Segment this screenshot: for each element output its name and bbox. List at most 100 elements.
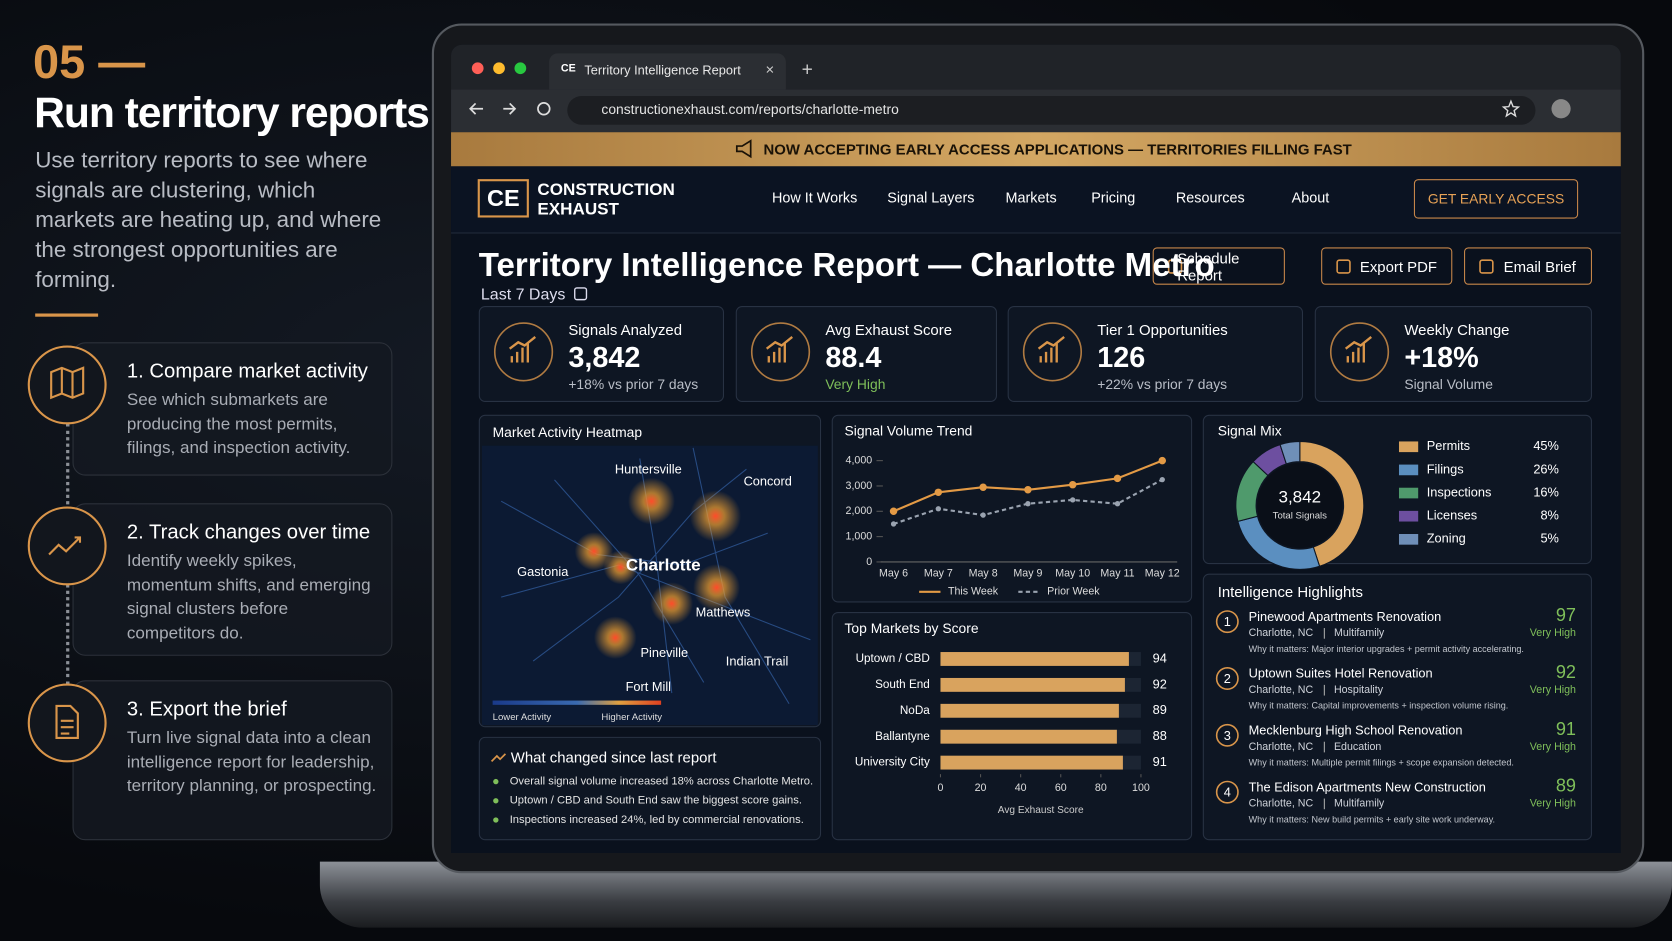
- cta-button[interactable]: GET EARLY ACCESS: [1413, 179, 1579, 219]
- legend-swatch: [1398, 510, 1419, 522]
- kpi-glyph: [765, 336, 793, 363]
- bar: [940, 677, 1125, 692]
- city-label: Huntersville: [615, 462, 682, 477]
- step-glyph: [50, 366, 85, 400]
- highlight-name: The Edison Apartments New Construction: [1249, 779, 1486, 794]
- action-button[interactable]: Schedule Report: [1152, 247, 1285, 285]
- tab[interactable]: [549, 53, 786, 90]
- section-title: Run territory reports: [34, 89, 430, 137]
- highlight-name: Pinewood Apartments Renovation: [1249, 609, 1442, 624]
- legend-label: This Week: [948, 586, 999, 598]
- markets-panel: [831, 612, 1193, 841]
- category-label: NoDa: [900, 704, 930, 717]
- category-label: Ballantyne: [875, 730, 930, 743]
- line-point: [1024, 486, 1032, 494]
- value-label: 8%: [1540, 508, 1558, 523]
- action-icon: [1479, 259, 1494, 274]
- nav-link[interactable]: Markets: [1005, 189, 1057, 206]
- hotspot: [628, 477, 675, 525]
- line-point: [980, 512, 986, 518]
- url: constructionexhaust.com/reports/charlott…: [601, 101, 899, 118]
- legend-label: Permits: [1427, 438, 1470, 453]
- change-item: Inspections increased 24%, led by commer…: [510, 814, 804, 826]
- line-point: [934, 488, 943, 497]
- x-tick-label: May 10: [1055, 567, 1090, 579]
- nav-link[interactable]: Pricing: [1091, 189, 1136, 206]
- step-card: [72, 342, 393, 476]
- value-label: 94: [1153, 650, 1167, 665]
- rank-number: 1: [1224, 614, 1231, 629]
- step-title: 3. Export the brief: [126, 698, 287, 721]
- nav-link[interactable]: How It Works: [771, 189, 858, 206]
- city-label: Indian Trail: [726, 654, 789, 669]
- legend-swatch: [1398, 441, 1419, 453]
- highlight-name: Uptown Suites Hotel Renovation: [1249, 666, 1433, 681]
- legend-swatch: [1398, 487, 1419, 499]
- kpi-value: 3,842: [568, 341, 641, 374]
- rank-badge: [1215, 610, 1239, 634]
- highlight-kind: Hospitality: [1334, 684, 1384, 696]
- legend-label: Prior Week: [1047, 586, 1100, 598]
- highlight-score: 91: [1556, 719, 1576, 739]
- change-item: Overall signal volume increased 18% acro…: [510, 776, 813, 788]
- x-tick-label: 20: [975, 782, 987, 794]
- legend-swatch: [1398, 464, 1419, 476]
- url-field[interactable]: [567, 95, 1536, 125]
- legend-high: Higher Activity: [601, 712, 662, 723]
- donut-slice: [1279, 440, 1301, 465]
- axis-label: Avg Exhaust Score: [998, 805, 1084, 816]
- city-label: Concord: [744, 473, 792, 488]
- kpi-label: Weekly Change: [1404, 320, 1510, 339]
- window-dot: [514, 62, 527, 75]
- rank-number: 2: [1224, 671, 1231, 686]
- line-point: [979, 483, 987, 491]
- step-title: 1. Compare market activity: [126, 360, 368, 383]
- rank-badge: [1215, 723, 1239, 747]
- star: [1501, 99, 1521, 118]
- step-glyph: [48, 536, 82, 556]
- kpi-icon: [1329, 322, 1390, 382]
- bullet: [493, 798, 499, 804]
- action-button[interactable]: Export PDF: [1321, 247, 1453, 285]
- line-point: [889, 507, 898, 516]
- line-point: [1114, 501, 1121, 507]
- legend-low: Lower Activity: [493, 712, 552, 723]
- window-dot: [471, 62, 484, 75]
- nav-link[interactable]: About: [1291, 189, 1330, 206]
- nav-link[interactable]: Resources: [1175, 189, 1245, 206]
- kpi-note: Very High: [825, 376, 886, 393]
- kpi-label: Signals Analyzed: [568, 320, 683, 339]
- calendar-icon: [574, 287, 588, 301]
- category-label: Uptown / CBD: [856, 652, 930, 665]
- donut-center-value: 3,842: [1278, 487, 1321, 506]
- x-tick-label: 60: [1055, 782, 1067, 794]
- highlight-score: 97: [1556, 605, 1576, 625]
- donut-slice: [1299, 440, 1365, 567]
- bar: [940, 703, 1119, 718]
- tab-close: ×: [766, 61, 775, 78]
- tab-title: Territory Intelligence Report: [584, 62, 741, 78]
- step-icon: [27, 683, 107, 763]
- step-card: [72, 680, 393, 841]
- step-glyph: [55, 704, 79, 739]
- highlight-name: Mecklenburg High School Renovation: [1249, 722, 1463, 737]
- line-point: [1070, 497, 1076, 503]
- kpi-glyph: [1344, 336, 1372, 363]
- nav-link[interactable]: Signal Layers: [887, 189, 975, 206]
- highlight-score: 92: [1556, 662, 1576, 682]
- category-label: South End: [875, 678, 930, 691]
- legend-swatch: [1398, 534, 1419, 545]
- value-label: 91: [1153, 754, 1167, 769]
- hotspot: [650, 582, 694, 625]
- divider: [35, 313, 99, 317]
- change-item: Uptown / CBD and South End saw the bigge…: [510, 795, 802, 807]
- kpi-label: Tier 1 Opportunities: [1097, 320, 1228, 339]
- line-point: [1025, 501, 1031, 507]
- section-desc: Use territory reports to see where signa…: [35, 148, 382, 293]
- action-button[interactable]: Email Brief: [1464, 247, 1592, 285]
- highlight-kind: Multifamily: [1334, 627, 1385, 639]
- line-point: [935, 506, 942, 512]
- rank-number: 4: [1224, 785, 1231, 800]
- legend-label: Filings: [1427, 461, 1464, 476]
- kpi-note: +22% vs prior 7 days: [1097, 376, 1228, 393]
